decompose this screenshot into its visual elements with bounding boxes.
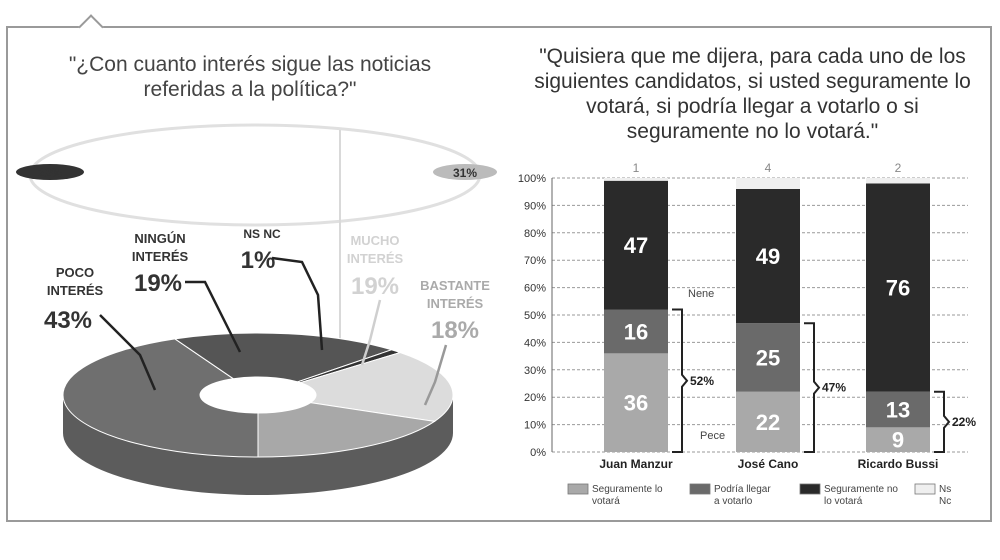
legend-label: Podría llegar a votarlo: [714, 484, 771, 507]
sum-label: 52%: [690, 374, 714, 388]
ningun-label-l2: INTERÉS: [132, 249, 189, 264]
donut-hole: [200, 377, 316, 413]
legend-swatch: [799, 483, 821, 495]
y-tick-label: 20%: [524, 392, 546, 404]
x-category-labels: Juan Manzur José Cano Ricardo Bussi: [599, 457, 938, 471]
y-tick-label: 30%: [524, 365, 546, 377]
y-tick-label: 40%: [524, 337, 546, 349]
bar-segment: [866, 391, 930, 428]
x-category-label: Juan Manzur: [599, 457, 673, 471]
nsnc-label: NS NC: [243, 227, 281, 241]
sum-braces: 52% 47% 22%: [672, 308, 976, 453]
left-question: "¿Con cuanto interés sigue las noticias …: [68, 53, 432, 101]
label-ningun-interes: NINGÚN INTERÉS 19%: [132, 231, 189, 297]
bar-top-mark: 4: [765, 161, 772, 175]
sum-brace: [804, 322, 821, 453]
bar-value-label: 47: [624, 233, 648, 258]
legend-label: Seguramente lo votará: [592, 484, 663, 507]
legend-label: Seguramente no lo votará: [824, 484, 898, 507]
sum-brace: [672, 308, 689, 453]
bar-value-label: 49: [756, 244, 780, 269]
sum-label: 47%: [822, 381, 846, 395]
ningun-label-l1: NINGÚN: [134, 231, 185, 246]
bar-segment: [604, 178, 668, 181]
bar-value-label: 36: [624, 391, 648, 416]
y-tick-label: 90%: [524, 200, 546, 212]
bar-segment: [604, 180, 668, 310]
poco-value: 43%: [44, 307, 92, 334]
y-tick-labels: 0% 10% 20% 30% 40% 50% 60% 70% 80% 90% 100%: [518, 173, 546, 459]
bastante-label-l2: INTERÉS: [427, 296, 484, 311]
legend-swatch: [689, 483, 711, 495]
bar-top-mark: 2: [895, 161, 902, 175]
label-ns-nc: NS NC 1%: [241, 227, 281, 274]
y-tick-label: 50%: [524, 310, 546, 322]
legend-label: Ns Nc: [939, 484, 951, 507]
right-question: "Quisiera que me dijera, para cada uno d…: [534, 45, 971, 143]
bar-segment: [866, 427, 930, 452]
ningun-value: 19%: [134, 270, 182, 297]
stacked-bar-chart: 0%10%20%30%40%50%60%70%80%90%100% 361647…: [518, 161, 976, 507]
bar-segment: [866, 178, 930, 184]
label-mucho-interes: MUCHO INTERÉS 19%: [347, 233, 404, 300]
x-category-label: Ricardo Bussi: [858, 457, 939, 471]
y-tick-label: 60%: [524, 283, 546, 295]
leader-nsnc: [271, 256, 324, 351]
sum-brace: [934, 390, 951, 453]
bar-segment: [604, 309, 668, 354]
bar-top-marks: 1 4 2: [633, 161, 902, 175]
nsnc-value: 1%: [241, 247, 276, 274]
bar-value-label: 16: [624, 319, 648, 344]
side-note-top: Nene: [688, 288, 714, 300]
bar-value-label: 25: [756, 345, 780, 370]
mucho-label-l1: MUCHO: [350, 233, 399, 248]
label-bastante-interes: BASTANTE INTERÉS 18%: [420, 278, 490, 344]
donut-side: [63, 395, 453, 495]
y-tick-label: 70%: [524, 255, 546, 267]
bar-value-label: 13: [886, 398, 910, 423]
y-tick-label: 100%: [518, 173, 546, 185]
bar-stacks: 36 16 47 22 25 49 9 13 76: [604, 178, 930, 453]
bastante-label-l1: BASTANTE: [420, 278, 490, 293]
bastante-value: 18%: [431, 317, 479, 344]
legend-swatch: [914, 483, 936, 495]
leader-mucho: [360, 299, 382, 366]
y-tick-label: 80%: [524, 228, 546, 240]
leader-ningun: [185, 280, 242, 353]
poco-label-l1: POCO: [56, 265, 94, 280]
bar-top-mark: 1: [633, 161, 640, 175]
leader-bastante: [423, 344, 448, 406]
bar-value-label: 9: [892, 428, 904, 453]
ghost-right-value: 31%: [453, 166, 477, 180]
poco-label-l2: INTERÉS: [47, 283, 104, 298]
bar-value-label: 76: [886, 276, 910, 301]
bar-value-label: 22: [756, 410, 780, 435]
ghost-badge-left: 22%: [16, 164, 84, 180]
bar-segment: [736, 178, 800, 189]
bar-segment: [736, 323, 800, 392]
mucho-value: 19%: [351, 273, 399, 300]
bar-segment: [736, 188, 800, 324]
y-tick-label: 0%: [530, 447, 546, 459]
donut-chart: 22% 31% POCO INTERÉS 43% NINGÚN INTERÉS …: [16, 123, 497, 495]
x-category-label: José Cano: [738, 457, 799, 471]
legend-swatch: [567, 483, 589, 495]
mucho-label-l2: INTERÉS: [347, 251, 404, 266]
ghost-left-value: 22%: [38, 166, 62, 180]
bar-segment: [866, 183, 930, 392]
bar-legend: Seguramente lo votará Podría llegar a votar…: [567, 483, 951, 507]
leader-poco: [99, 314, 157, 391]
label-poco-interes: POCO INTERÉS 43%: [44, 265, 104, 334]
y-tick-label: 10%: [524, 420, 546, 432]
bar-segment: [736, 391, 800, 452]
bar-segment: [604, 353, 668, 452]
ghost-ring: [28, 123, 482, 227]
ghost-badge-right: 31%: [433, 164, 497, 180]
sum-label: 22%: [952, 415, 976, 429]
side-note-bottom: Pece: [700, 430, 725, 442]
